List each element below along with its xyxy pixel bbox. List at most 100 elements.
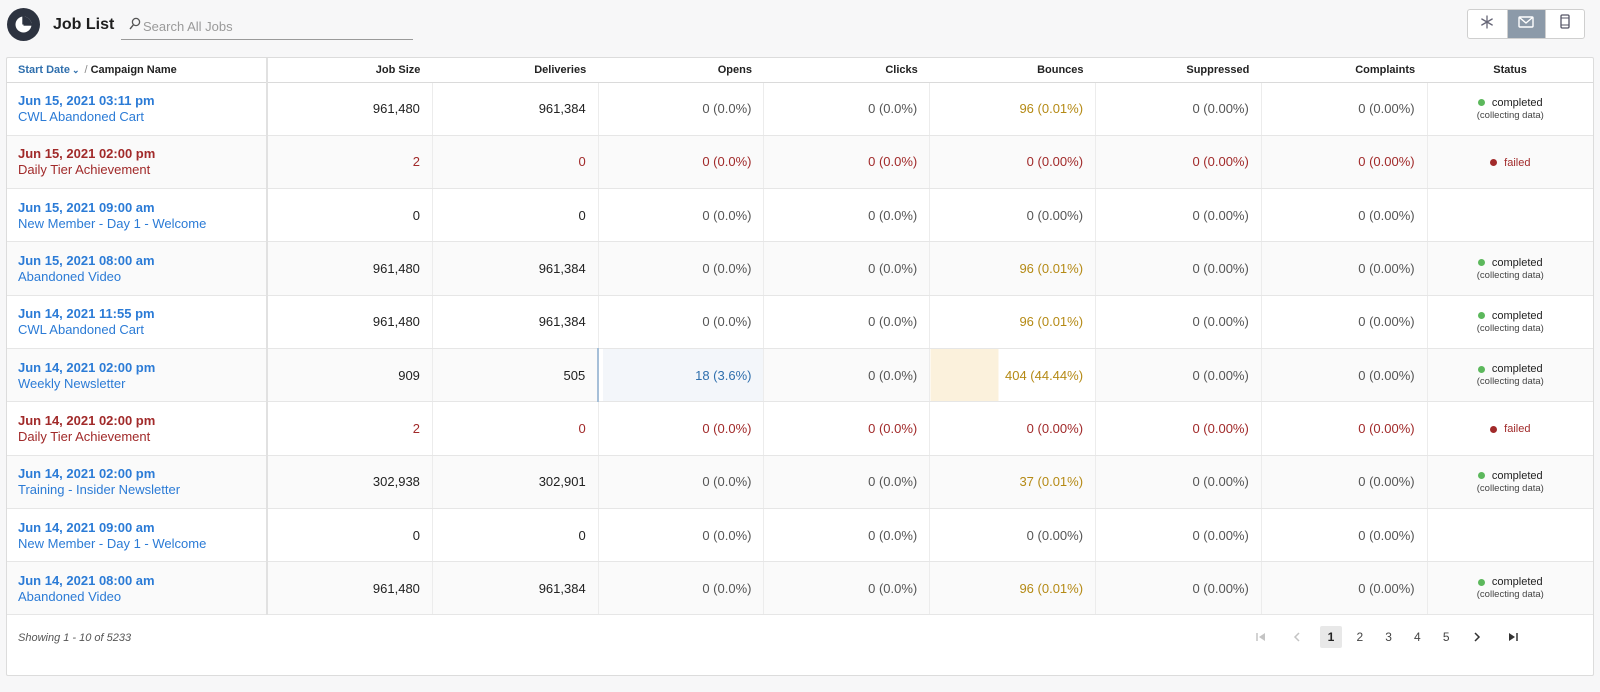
table-row[interactable]: Jun 14, 2021 02:00 pm Weekly Newsletter 9… (7, 348, 1593, 403)
app-logo-icon[interactable] (7, 8, 40, 41)
table-row[interactable]: Jun 14, 2021 08:00 am Abandoned Video 961… (7, 561, 1593, 616)
mobile-view-button[interactable] (1545, 10, 1584, 38)
campaign-name-link[interactable]: Abandoned Video (18, 269, 122, 285)
job-date-link[interactable]: Jun 15, 2021 02:00 pm (18, 146, 156, 162)
job-size-cell: 961,480 (266, 561, 433, 616)
header-clicks[interactable]: Clicks (763, 58, 930, 83)
header-bounces[interactable]: Bounces (929, 58, 1096, 83)
status-text: completed (1491, 309, 1543, 322)
campaign-name-link[interactable]: Daily Tier Achievement (18, 428, 151, 444)
job-date-link[interactable]: Jun 15, 2021 08:00 am (18, 253, 155, 269)
status-badge: failed (1490, 423, 1530, 435)
view-toggle (1467, 9, 1585, 39)
job-date-link[interactable]: Jun 14, 2021 09:00 am (18, 519, 155, 535)
job-size-cell: 961,480 (266, 295, 433, 349)
status-subtext: (collecting data) (1476, 376, 1544, 388)
header-deliveries[interactable]: Deliveries (432, 58, 599, 83)
job-date-link[interactable]: Jun 15, 2021 09:00 am (18, 199, 155, 215)
campaign-name-link[interactable]: New Member - Day 1 - Welcome (18, 535, 207, 551)
status-cell: completed (collecting data) (1426, 561, 1593, 616)
suppressed-cell: 0 (0.00%) (1095, 135, 1262, 190)
campaign-name-link[interactable]: Daily Tier Achievement (18, 162, 151, 178)
status-dot-icon (1477, 578, 1485, 586)
suppressed-cell: 0 (0.00%) (1095, 401, 1262, 456)
search-box[interactable] (121, 14, 413, 40)
job-date-link[interactable]: Jun 14, 2021 08:00 am (18, 572, 155, 588)
job-cell[interactable]: Jun 14, 2021 02:00 pm Daily Tier Achievem… (7, 401, 268, 456)
campaign-name-link[interactable]: Abandoned Video (18, 588, 122, 604)
status-dot-icon (1490, 425, 1498, 433)
header-job-size[interactable]: Job Size (266, 58, 433, 83)
opens-cell: 0 (0.0%) (597, 82, 764, 136)
job-cell[interactable]: Jun 15, 2021 09:00 am New Member - Day 1 … (7, 188, 268, 243)
job-date-link[interactable]: Jun 14, 2021 11:55 pm (18, 306, 155, 322)
job-cell[interactable]: Jun 15, 2021 08:00 am Abandoned Video (7, 241, 268, 296)
status-cell: completed (collecting data) (1426, 241, 1593, 296)
table-row[interactable]: Jun 15, 2021 03:11 pm CWL Abandoned Cart … (7, 82, 1593, 136)
header-complaints[interactable]: Complaints (1261, 58, 1428, 83)
page-title: Job List (53, 16, 115, 33)
chevron-down-icon[interactable]: ⌄ (71, 64, 80, 75)
deliveries-cell: 961,384 (431, 561, 599, 616)
status-text: completed (1491, 469, 1543, 482)
suppressed-cell: 0 (0.00%) (1095, 295, 1262, 349)
opens-cell: 18 (3.6%) (597, 348, 764, 403)
job-date-link[interactable]: Jun 14, 2021 02:00 pm (18, 359, 156, 375)
job-date-link[interactable]: Jun 15, 2021 03:11 pm (18, 93, 155, 109)
job-cell[interactable]: Jun 14, 2021 02:00 pm Weekly Newsletter (7, 348, 268, 403)
last-page-icon[interactable] (1500, 626, 1526, 648)
table-row[interactable]: Jun 14, 2021 09:00 am New Member - Day 1 … (7, 508, 1593, 563)
table-row[interactable]: Jun 14, 2021 02:00 pm Training - Insider … (7, 455, 1593, 509)
table-row[interactable]: Jun 14, 2021 02:00 pm Daily Tier Achievem… (7, 401, 1593, 456)
campaign-name-link[interactable]: Weekly Newsletter (18, 375, 126, 391)
job-cell[interactable]: Jun 14, 2021 11:55 pm CWL Abandoned Cart (7, 295, 268, 349)
campaign-name-link[interactable]: New Member - Day 1 - Welcome (18, 215, 207, 231)
table-row[interactable]: Jun 15, 2021 08:00 am Abandoned Video 961… (7, 241, 1593, 296)
status-dot-icon (1477, 259, 1485, 267)
search-input[interactable] (143, 17, 403, 35)
page-2-button[interactable]: 2 (1356, 630, 1364, 644)
job-cell[interactable]: Jun 15, 2021 02:00 pm Daily Tier Achievem… (7, 135, 268, 190)
job-cell[interactable]: Jun 14, 2021 09:00 am New Member - Day 1 … (7, 508, 268, 563)
clicks-cell: 0 (0.0%) (763, 348, 930, 403)
campaign-name-link[interactable]: CWL Abandoned Cart (18, 109, 144, 125)
complaints-cell: 0 (0.00%) (1260, 561, 1428, 616)
next-page-icon[interactable] (1464, 626, 1490, 648)
status-dot-icon (1490, 159, 1498, 167)
opens-cell: 0 (0.0%) (597, 508, 764, 563)
status-subtext: (collecting data) (1476, 589, 1544, 601)
job-size-cell: 0 (266, 508, 433, 563)
status-cell: completed (collecting data) (1426, 295, 1593, 349)
header-opens[interactable]: Opens (598, 58, 764, 83)
clicks-cell: 0 (0.0%) (763, 401, 930, 456)
prev-page-icon[interactable] (1284, 626, 1310, 648)
header-status[interactable]: Status (1427, 58, 1593, 83)
job-date-link[interactable]: Jun 14, 2021 02:00 pm (18, 466, 156, 482)
page-5-button[interactable]: 5 (1442, 630, 1450, 644)
header-campaign-name[interactable]: Campaign Name (90, 63, 177, 76)
email-view-button[interactable] (1506, 10, 1546, 38)
first-page-icon[interactable] (1248, 626, 1274, 648)
table-row[interactable]: Jun 15, 2021 02:00 pm Daily Tier Achievem… (7, 135, 1593, 190)
status-badge: completed (collecting data) (1477, 576, 1544, 600)
job-cell[interactable]: Jun 14, 2021 02:00 pm Training - Insider … (7, 455, 268, 509)
page-1-button[interactable]: 1 (1320, 626, 1342, 648)
table-row[interactable]: Jun 14, 2021 11:55 pm CWL Abandoned Cart … (7, 295, 1593, 349)
job-size-cell: 302,938 (266, 455, 433, 509)
campaign-name-link[interactable]: Training - Insider Newsletter (18, 482, 181, 498)
deliveries-cell: 0 (431, 401, 599, 456)
page-3-button[interactable]: 3 (1385, 630, 1392, 644)
campaign-name-link[interactable]: CWL Abandoned Cart (18, 322, 144, 338)
bounces-cell: 96 (0.01%) (929, 295, 1096, 349)
job-date-link[interactable]: Jun 14, 2021 02:00 pm (18, 412, 156, 428)
snowflake-view-button[interactable] (1468, 10, 1507, 38)
header-suppressed[interactable]: Suppressed (1095, 58, 1262, 83)
mail-icon (1518, 15, 1535, 33)
top-bar: Job List (0, 0, 1600, 52)
job-cell[interactable]: Jun 15, 2021 03:11 pm CWL Abandoned Cart (7, 82, 268, 136)
sort-start-date[interactable]: Start Date (18, 63, 70, 76)
page-4-button[interactable]: 4 (1414, 630, 1421, 644)
complaints-cell: 0 (0.00%) (1260, 348, 1428, 403)
job-cell[interactable]: Jun 14, 2021 08:00 am Abandoned Video (7, 561, 268, 616)
table-row[interactable]: Jun 15, 2021 09:00 am New Member - Day 1 … (7, 188, 1593, 243)
